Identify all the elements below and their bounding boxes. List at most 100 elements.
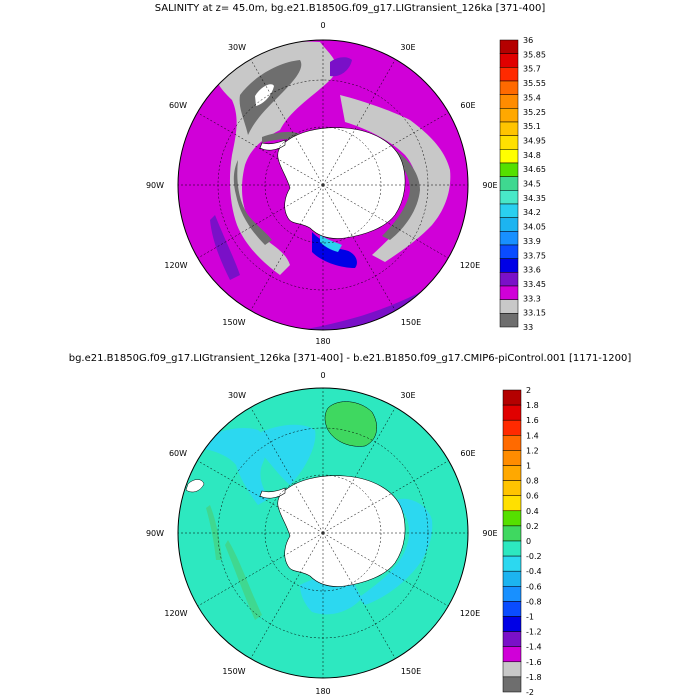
bottom-colorbar-swatch-5 (502, 465, 522, 481)
top-gray-region-east (340, 95, 451, 262)
top-ross-sea-cyan (320, 235, 342, 252)
top-lon-label-120e: 120E (460, 261, 480, 270)
top-colorbar-swatch-13 (499, 217, 519, 232)
bottom-colorbar-tick-label-19: -1.8 (526, 673, 542, 682)
top-colorbar-tick-label-1: 35.85 (523, 50, 546, 59)
top-colorbar-swatch-4 (499, 94, 519, 109)
bottom-colorbar-tick-label-4: 1.2 (526, 446, 539, 455)
bottom-colorbar-swatch-16 (502, 631, 522, 647)
bottom-colorbar-swatch-2 (502, 419, 522, 436)
top-colorbar-tick-label-10: 34.5 (523, 180, 541, 189)
top-colorbar-tick-label-20: 33 (523, 323, 533, 332)
top-colorbar-swatch-16 (499, 258, 519, 273)
top-lon-label-0: 0 (320, 21, 325, 30)
bottom-antarctic-peninsula (259, 487, 286, 499)
top-colorbar-swatch-3 (499, 80, 519, 95)
bottom-lon-label-0: 0 (320, 371, 325, 380)
bottom-colorbar-swatch-11 (502, 555, 522, 572)
bottom-cyan-region-northwest (200, 428, 270, 505)
top-colorbar-swatch-7 (499, 135, 519, 150)
top-lon-label-150e: 150E (401, 318, 421, 327)
top-colorbar-swatch-8 (499, 149, 519, 164)
top-dark-band-east (382, 150, 420, 240)
bottom-lon-label-30w: 30W (228, 391, 246, 400)
bottom-colorbar-tick-label-12: -0.4 (526, 567, 542, 576)
top-purple-patch-north (330, 57, 352, 77)
top-colorbar-swatch-15 (499, 244, 519, 259)
bottom-green-band-far-west (206, 505, 222, 560)
top-map-border (177, 39, 469, 331)
bottom-lon-label-90e: 90E (482, 529, 497, 538)
top-lon-label-30e: 30E (400, 43, 415, 52)
bottom-colorbar-tick-label-1: 1.8 (526, 401, 539, 410)
top-dark-band-northwest (239, 60, 302, 135)
top-antarctica-land (277, 127, 406, 239)
bottom-colorbar-swatch-8 (502, 510, 522, 527)
top-colorbar-tick-label-17: 33.45 (523, 280, 546, 289)
top-colorbar-tick-label-8: 34.8 (523, 151, 541, 160)
top-colorbar-tick-label-6: 35.1 (523, 122, 541, 131)
top-colorbar-tick-label-7: 34.95 (523, 136, 546, 145)
bottom-colorbar-swatch-6 (502, 480, 522, 496)
bottom-lon-label-60e: 60E (460, 449, 475, 458)
bottom-colorbar-tick-label-15: -1 (526, 613, 534, 622)
top-colorbar-swatch-6 (499, 121, 519, 136)
top-south-georgia-patch (255, 84, 274, 106)
bottom-colorbar-tick-label-20: -2 (526, 688, 534, 697)
bottom-colorbar-tick-label-3: 1.4 (526, 431, 539, 440)
top-colorbar-tick-label-0: 36 (523, 36, 533, 45)
bottom-lon-label-120w: 120W (164, 609, 187, 618)
bottom-lon-label-60w: 60W (169, 449, 187, 458)
top-colorbar-swatch-20 (499, 313, 519, 328)
bottom-colorbar-tick-label-17: -1.4 (526, 643, 542, 652)
bottom-colorbar-swatch-9 (502, 525, 522, 542)
top-colorbar-tick-label-18: 33.3 (523, 294, 541, 303)
bottom-south-america-tip (185, 479, 205, 493)
bottom-colorbar: 2 1.8 1.6 1.4 1.2 1 0.8 0.6 0.4 0.2 0 -0.2 -0.4 -0.6 -… (502, 386, 542, 697)
bottom-colorbar-swatch-3 (502, 435, 522, 451)
top-colorbar-swatch-0 (499, 39, 519, 54)
bottom-colorbar-tick-label-6: 0.8 (526, 477, 539, 486)
bottom-colorbar-tick-label-9: 0.2 (526, 522, 539, 531)
bottom-colorbar-swatch-12 (502, 570, 522, 587)
top-dark-band-shelf (262, 131, 300, 143)
bottom-colorbar-tick-label-11: -0.2 (526, 552, 542, 561)
bottom-cyan-region-weddell (245, 424, 316, 485)
bottom-colorbar-tick-label-16: -1.2 (526, 628, 542, 637)
top-lon-label-90w: 90W (146, 181, 164, 190)
bottom-colorbar-tick-label-2: 1.6 (526, 416, 539, 425)
bottom-cyan-region-east (358, 498, 433, 605)
top-colorbar-tick-label-12: 34.2 (523, 208, 541, 217)
bottom-colorbar-tick-label-10: 0 (526, 537, 531, 546)
bottom-lon-label-30e: 30E (400, 391, 415, 400)
top-outer-fringe-w (210, 215, 240, 280)
bottom-colorbar-tick-label-5: 1 (526, 462, 531, 471)
top-map-title: SALINITY at z= 45.0m, bg.e21.B1850G.f09_… (154, 3, 546, 14)
top-colorbar-swatch-10 (499, 176, 519, 191)
top-lon-label-60e: 60E (460, 101, 475, 110)
bottom-colorbar-tick-label-8: 0.4 (526, 507, 539, 516)
bottom-colorbar-swatch-14 (502, 601, 522, 617)
bottom-colorbar-swatch-1 (502, 404, 522, 421)
bottom-antarctica-land (277, 475, 406, 587)
top-colorbar-tick-label-11: 34.35 (523, 194, 546, 203)
bottom-colorbar-tick-label-14: -0.8 (526, 597, 542, 606)
top-colorbar-swatch-14 (499, 231, 519, 246)
top-colorbar-swatch-12 (499, 203, 519, 218)
bottom-map-title: bg.e21.B1850G.f09_g17.LIGtransient_126ka… (68, 353, 632, 364)
bottom-lon-label-150e: 150E (401, 667, 421, 676)
top-colorbar-tick-label-2: 35.7 (523, 65, 541, 74)
top-colorbar-tick-label-16: 33.6 (523, 266, 541, 275)
top-colorbar-swatch-5 (499, 108, 519, 123)
top-lon-label-180: 180 (315, 337, 330, 346)
bottom-positive-anomaly-patch (324, 401, 377, 447)
bottom-green-band-west (225, 540, 262, 620)
bottom-graticule (178, 388, 468, 678)
top-colorbar-swatch-11 (499, 190, 519, 205)
top-colorbar-tick-label-13: 34.05 (523, 223, 546, 232)
top-colorbar-swatch-18 (499, 285, 519, 300)
top-lon-label-30w: 30W (228, 43, 246, 52)
bottom-colorbar-swatch-13 (502, 586, 522, 602)
top-antarctic-peninsula (259, 139, 286, 151)
